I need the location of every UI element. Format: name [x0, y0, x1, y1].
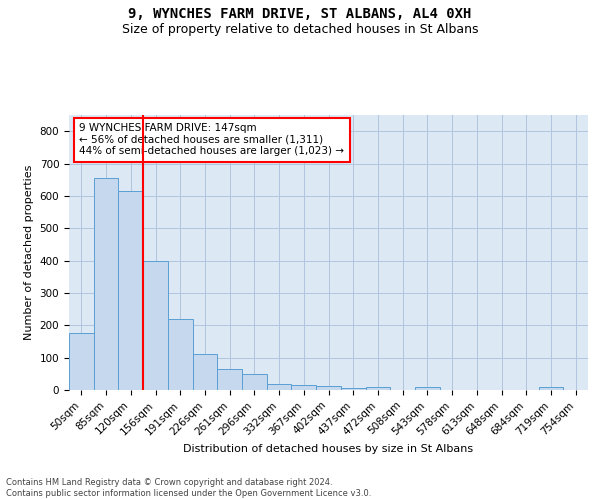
- Bar: [118, 191, 143, 390]
- Bar: [143, 260, 168, 390]
- Text: 9 WYNCHES FARM DRIVE: 147sqm
← 56% of detached houses are smaller (1,311)
44% of: 9 WYNCHES FARM DRIVE: 147sqm ← 56% of de…: [79, 123, 344, 156]
- Bar: [365, 388, 390, 390]
- Text: Size of property relative to detached houses in St Albans: Size of property relative to detached ho…: [122, 22, 478, 36]
- X-axis label: Distribution of detached houses by size in St Albans: Distribution of detached houses by size …: [184, 444, 473, 454]
- Bar: [217, 369, 242, 390]
- Bar: [415, 388, 440, 390]
- Bar: [193, 354, 217, 390]
- Bar: [539, 388, 563, 390]
- Bar: [292, 385, 316, 390]
- Bar: [94, 178, 118, 390]
- Bar: [341, 388, 365, 390]
- Bar: [168, 320, 193, 390]
- Bar: [242, 374, 267, 390]
- Bar: [69, 334, 94, 390]
- Text: 9, WYNCHES FARM DRIVE, ST ALBANS, AL4 0XH: 9, WYNCHES FARM DRIVE, ST ALBANS, AL4 0X…: [128, 8, 472, 22]
- Y-axis label: Number of detached properties: Number of detached properties: [24, 165, 34, 340]
- Text: Contains HM Land Registry data © Crown copyright and database right 2024.
Contai: Contains HM Land Registry data © Crown c…: [6, 478, 371, 498]
- Bar: [267, 384, 292, 390]
- Bar: [316, 386, 341, 390]
